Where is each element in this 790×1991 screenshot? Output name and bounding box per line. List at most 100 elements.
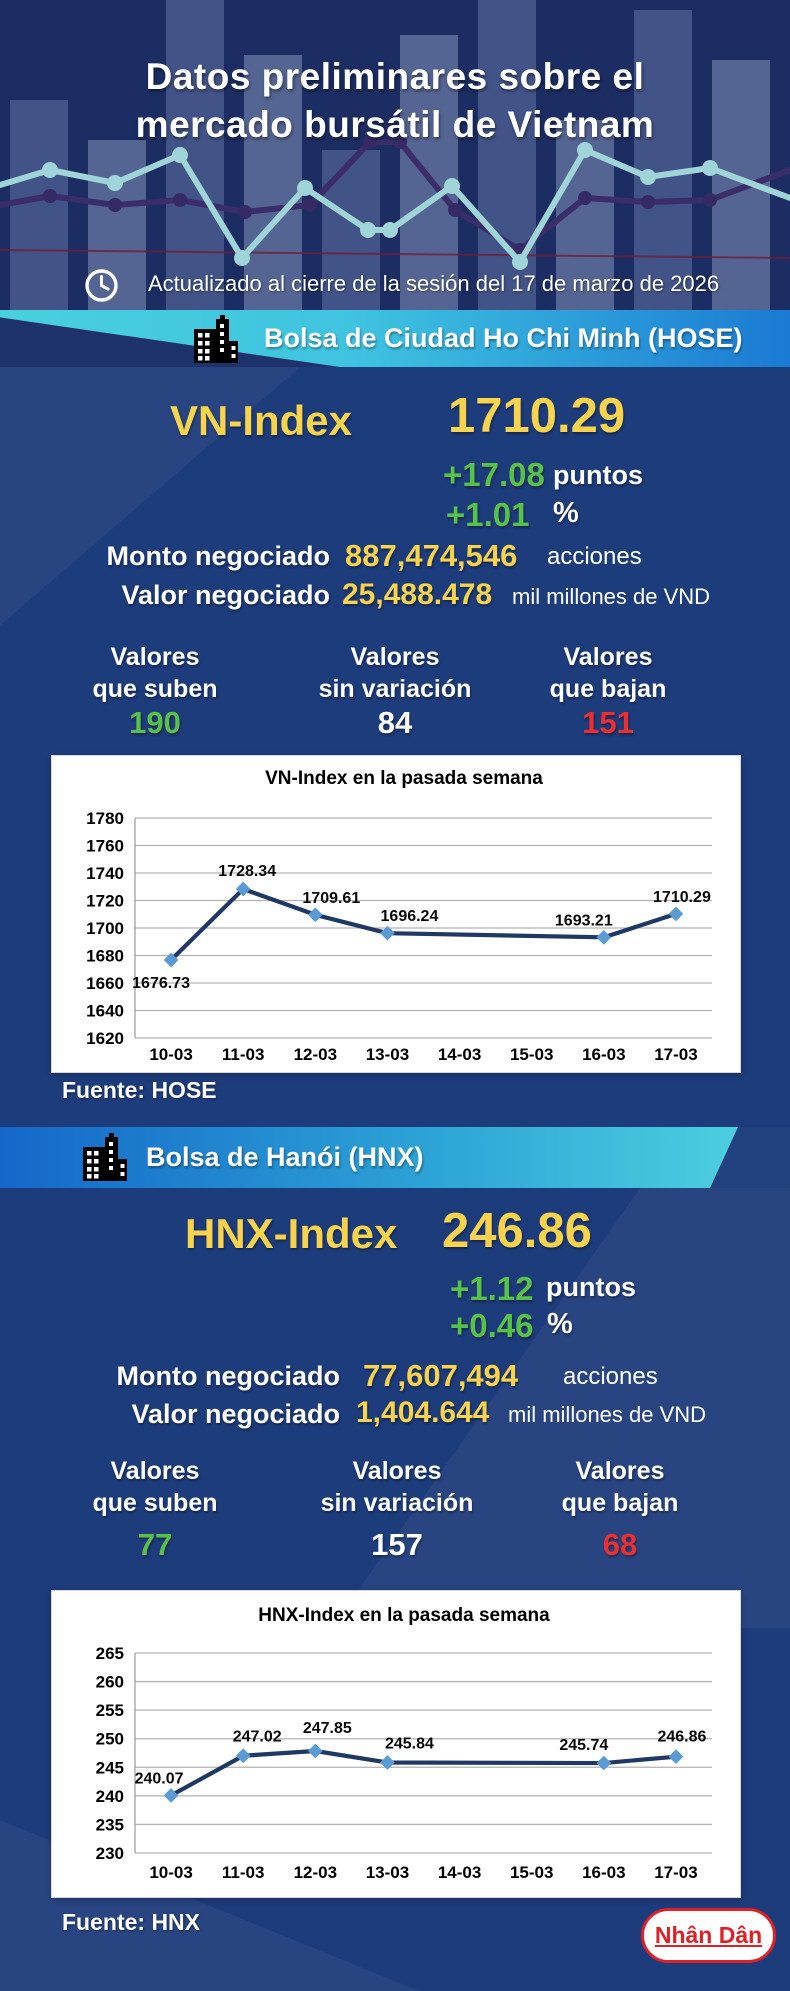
hnx-decliners-value: 68 [602, 1527, 638, 1562]
hnx-banner-title: Bolsa de Hanói (HNX) [146, 1142, 424, 1172]
hnx-volume-label: Monto negociado [116, 1361, 340, 1391]
svg-text:11-03: 11-03 [222, 1045, 265, 1064]
svg-text:11-03: 11-03 [222, 1863, 265, 1882]
svg-text:230: 230 [96, 1844, 124, 1863]
svg-text:1780: 1780 [86, 809, 124, 828]
svg-text:245.74: 245.74 [559, 1737, 608, 1754]
svg-text:1700: 1700 [86, 919, 124, 938]
svg-text:235: 235 [96, 1815, 124, 1834]
svg-text:1760: 1760 [86, 837, 124, 856]
vn-source-text: Fuente: HOSE [62, 1077, 217, 1103]
clock-icon [85, 269, 118, 302]
hose-banner: Bolsa de Ciudad Ho Chi Minh (HOSE) [0, 310, 790, 367]
svg-text:265: 265 [96, 1644, 124, 1663]
hnx-source-text: Fuente: HNX [62, 1909, 200, 1935]
hnx-index-value: 246.86 [442, 1204, 592, 1258]
svg-text:HNX-Index en la pasada semana: HNX-Index en la pasada semana [258, 1605, 550, 1626]
updated-at-text: Actualizado al cierre de la sesión del 1… [148, 271, 720, 296]
vn-volume-value: 887,474,546 [345, 538, 518, 573]
hnx-volume-unit: acciones [563, 1363, 658, 1390]
svg-text:1676.73: 1676.73 [132, 975, 190, 992]
nhan-dan-logo: Nhân Dân [641, 1908, 776, 1963]
hnx-change-pct: +0.46 [450, 1307, 534, 1344]
nhan-dan-logo-text: Nhân Dân [654, 1922, 763, 1948]
vn-change-pct: +1.01 [446, 496, 530, 533]
vn-turnover-label: Valor negociado [121, 580, 330, 610]
svg-text:13-03: 13-03 [366, 1863, 409, 1882]
decorative-chart-graphic [0, 0, 790, 310]
svg-text:1740: 1740 [86, 864, 124, 883]
vn-decliners-label: Valores que bajan [549, 643, 667, 703]
header-banner: Datos preliminares sobre el mercado burs… [0, 0, 790, 310]
svg-text:1660: 1660 [86, 974, 124, 993]
vn-turnover-value: 25,488.478 [342, 578, 493, 611]
hnx-volume-value: 77,607,494 [363, 1358, 519, 1393]
building-icon [194, 315, 238, 363]
hnx-advancers-label: Valores que suben [92, 1457, 218, 1517]
vn-change-points-unit: puntos [553, 460, 643, 490]
hnx-banner: Bolsa de Hanói (HNX) [0, 1127, 790, 1188]
svg-text:240: 240 [96, 1787, 124, 1806]
svg-text:12-03: 12-03 [294, 1863, 337, 1882]
vn-unchanged-label: Valores sin variación [318, 643, 472, 703]
hnx-turnover-label: Valor negociado [131, 1399, 340, 1429]
vn-index-value: 1710.29 [448, 389, 626, 443]
vn-index-weekly-chart: VN-Index en la pasada semana 1780 1760 1740… [51, 755, 741, 1073]
hnx-index-line-chart: HNX-Index en la pasada semana 265 260 255 25… [96, 1605, 712, 1882]
svg-text:13-03: 13-03 [366, 1045, 409, 1064]
hnx-turnover-value: 1,404.644 [356, 1396, 490, 1429]
svg-text:1693.21: 1693.21 [555, 912, 613, 929]
svg-text:16-03: 16-03 [582, 1863, 625, 1882]
svg-text:15-03: 15-03 [510, 1863, 553, 1882]
vn-decliners-value: 151 [582, 705, 634, 740]
vn-advancers-label: Valores que suben [92, 643, 218, 703]
svg-text:VN-Index en la pasada semana: VN-Index en la pasada semana [265, 768, 543, 789]
page-title-line2: mercado bursátil de Vietnam [135, 104, 655, 145]
svg-text:250: 250 [96, 1730, 124, 1749]
hnx-change-pct-unit: % [547, 1308, 573, 1340]
vn-turnover-unit: mil millones de VND [512, 584, 711, 609]
svg-text:1680: 1680 [86, 947, 124, 966]
vn-change-points: +17.08 [443, 456, 545, 493]
svg-text:1720: 1720 [86, 892, 124, 911]
svg-text:17-03: 17-03 [654, 1045, 697, 1064]
svg-text:1640: 1640 [86, 1002, 124, 1021]
hose-banner-title: Bolsa de Ciudad Ho Chi Minh (HOSE) [264, 323, 743, 353]
svg-text:14-03: 14-03 [438, 1863, 481, 1882]
vn-change-pct-unit: % [553, 497, 579, 529]
vn-advancers-value: 190 [129, 705, 181, 740]
hnx-advancers-value: 77 [137, 1527, 173, 1562]
svg-text:1710.29: 1710.29 [653, 889, 711, 906]
svg-text:1728.34: 1728.34 [218, 863, 276, 880]
building-icon [83, 1133, 127, 1181]
hnx-decliners-label: Valores que bajan [561, 1457, 679, 1517]
svg-text:16-03: 16-03 [582, 1045, 625, 1064]
vn-volume-label: Monto negociado [106, 541, 330, 571]
svg-text:1709.61: 1709.61 [302, 890, 360, 907]
vn-index-label: VN-Index [170, 397, 353, 444]
svg-text:240.07: 240.07 [135, 1770, 184, 1787]
svg-text:1696.24: 1696.24 [381, 908, 439, 925]
svg-text:15-03: 15-03 [510, 1045, 553, 1064]
hnx-change-points-unit: puntos [546, 1272, 636, 1302]
svg-text:245.84: 245.84 [385, 1735, 434, 1752]
hnx-turnover-unit: mil millones de VND [508, 1402, 707, 1427]
svg-text:247.85: 247.85 [303, 1720, 352, 1737]
svg-text:10-03: 10-03 [149, 1045, 192, 1064]
hnx-index-weekly-chart: HNX-Index en la pasada semana 265 260 255 25… [51, 1590, 741, 1898]
vn-index-line-chart: VN-Index en la pasada semana 1780 1760 1740… [86, 768, 712, 1064]
hnx-unchanged-value: 157 [371, 1527, 423, 1562]
svg-text:255: 255 [96, 1701, 124, 1720]
svg-text:247.02: 247.02 [233, 1729, 282, 1746]
svg-text:10-03: 10-03 [149, 1863, 192, 1882]
svg-text:12-03: 12-03 [294, 1045, 337, 1064]
svg-text:1620: 1620 [86, 1029, 124, 1048]
svg-text:14-03: 14-03 [438, 1045, 481, 1064]
svg-text:245: 245 [96, 1758, 124, 1777]
hnx-change-points: +1.12 [450, 1270, 534, 1307]
hnx-unchanged-label: Valores sin variación [320, 1457, 474, 1517]
page-title-line1: Datos preliminares sobre el [145, 56, 645, 97]
vn-unchanged-value: 84 [377, 705, 413, 740]
svg-text:17-03: 17-03 [654, 1863, 697, 1882]
